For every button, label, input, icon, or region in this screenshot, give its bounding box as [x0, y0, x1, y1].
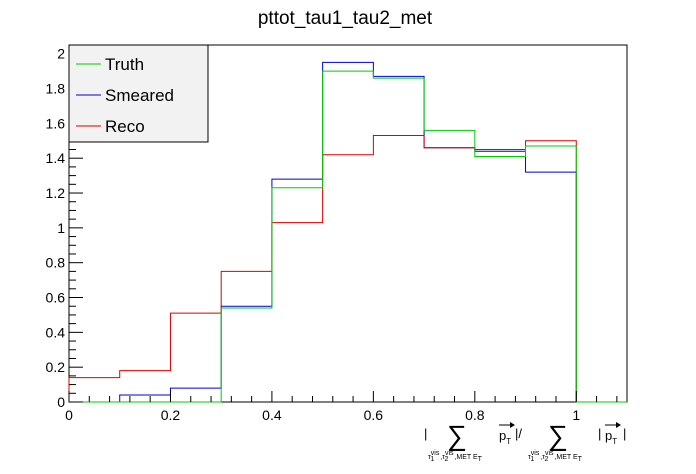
legend-label-smeared: Smeared: [105, 86, 174, 105]
plot-frame: [68, 44, 628, 403]
xlabel-vector-arrowhead: [510, 422, 515, 428]
xlabel-bar-close: |: [623, 426, 626, 441]
xlabel-bar-mid: |/: [515, 426, 522, 441]
xlabel-bar-open: |: [424, 426, 427, 441]
xlabel-bar-pre: |: [598, 426, 601, 441]
y-tick-label: 0.2: [46, 359, 66, 375]
xlabel-vector-arrowhead-2: [616, 422, 621, 428]
y-tick-label: 1: [57, 220, 65, 236]
axis-layer: 0 0.2 0.4 0.6 0.8 1 0 0.2 0.4 0.6 0.8 1 1.2 1.4 1.6 1.8…: [46, 44, 618, 423]
y-tick-label: 0: [57, 394, 65, 410]
y-tick-label: 2: [57, 46, 65, 62]
legend-label-reco: Reco: [105, 117, 145, 136]
x-tick-label: 0.6: [364, 407, 384, 423]
xlabel-sum-1: ∑: [447, 420, 467, 451]
x-tick-label: 0: [65, 407, 73, 423]
x-tick-label: 0.2: [161, 407, 181, 423]
series-truth-line: [69, 70, 627, 403]
y-tick-label: 1.2: [46, 185, 66, 201]
legend-label-truth: Truth: [105, 55, 144, 74]
y-tick-label: 1.4: [46, 150, 66, 166]
xlabel-sum1-subscript: τvis 1 ,τvis 2 ,MET ET: [428, 450, 483, 463]
y-tick-label: 0.8: [46, 255, 66, 271]
y-tick-label: 1.8: [46, 81, 66, 97]
xlabel-p2: pT: [605, 428, 617, 446]
x-axis-label: | ∑ τvis 1 ,τvis 2 ,MET ET pT |/ ∑ τvis 1 ,τvi…: [424, 420, 626, 463]
xlabel-sum-2: ∑: [548, 420, 568, 451]
chart-title: pttot_tau1_tau2_met: [258, 8, 433, 29]
y-tick-label: 0.6: [46, 290, 66, 306]
series-reco-line: [68, 135, 627, 403]
x-tick-label: 0.4: [262, 407, 282, 423]
y-tick-label: 0.4: [46, 324, 66, 340]
y-tick-label: 1.6: [46, 115, 66, 131]
legend: Truth Smeared Reco: [68, 44, 209, 143]
x-tick-label: 0.8: [465, 407, 485, 423]
x-tick-label: 1: [572, 407, 580, 423]
xlabel-sum2-subscript: τvis 1 ,τvis 2 ,MET ET: [528, 450, 583, 463]
xlabel-p: pT: [499, 428, 511, 446]
